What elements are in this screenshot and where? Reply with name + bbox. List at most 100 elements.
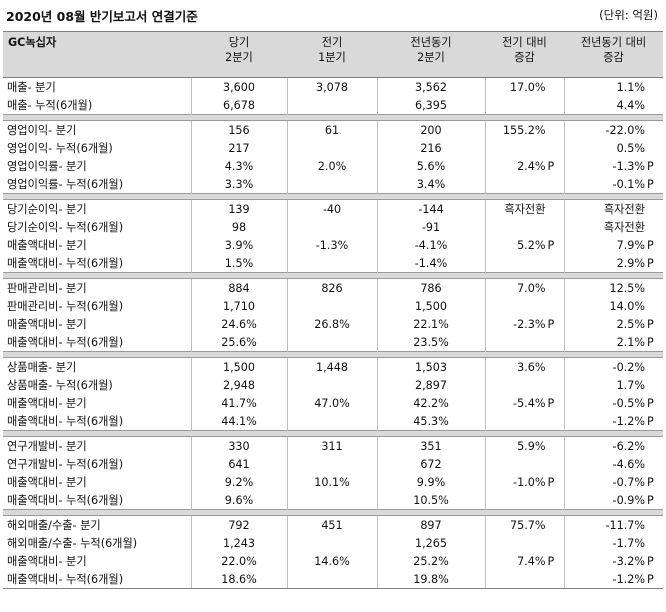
previous-quarter-cell <box>286 297 377 315</box>
row-label: 상품매출- 분기 <box>7 360 77 374</box>
table-row: 영업이익률- 분기 4.3% 2.0% 5.6% 2.4% P -1.3% P <box>3 157 663 175</box>
yoy-change-cell: 흑자전환 <box>563 218 663 236</box>
previous-quarter-cell: 826 <box>286 278 377 297</box>
row-label: 당기순이익- 누적(6개월) <box>7 220 124 234</box>
yoy-value: -1.3% <box>612 159 645 173</box>
table-row: 영업이익- 누적(6개월) 217 216 0.5% <box>3 139 663 157</box>
previous-quarter-cell <box>286 455 377 473</box>
row-label: 당기순이익- 분기 <box>7 202 87 216</box>
qoq-change-cell <box>484 139 564 157</box>
qoq-change-cell: 7.0% <box>484 278 564 297</box>
qoq-value: 2.4% <box>517 159 546 173</box>
qoq-change-cell: -2.3% P <box>484 315 564 333</box>
previous-quarter-cell: -1.3% <box>286 236 377 254</box>
yoy-value: 2.1% <box>616 335 645 349</box>
header-current-quarter: 당기 2분기 <box>191 31 287 78</box>
yoy-change-cell: -11.7% <box>563 515 663 534</box>
yoy-change-cell: 12.5% <box>563 278 663 297</box>
row-label: 매출액대비- 분기 <box>7 554 87 568</box>
last-year-quarter-cell: 25.2% <box>376 552 485 570</box>
header-line: 2분기 <box>417 51 445 64</box>
table-row: 상품매출- 누적(6개월) 2,948 2,897 1.7% <box>3 376 663 394</box>
qoq-value: -5.4% <box>513 396 546 410</box>
section-separator <box>3 509 663 516</box>
table-row: 매출액대비- 분기 9.2% 10.1% 9.9% -1.0% P -0.7% P <box>3 473 663 491</box>
header-yoy-change: 전년동기 대비 증감 <box>564 31 663 78</box>
previous-quarter-cell <box>286 333 377 352</box>
current-quarter-cell: 139 <box>190 199 287 218</box>
yoy-value: -1.2% <box>612 414 645 428</box>
yoy-point-unit: P <box>647 238 654 252</box>
current-quarter-cell: 3.3% <box>190 175 287 194</box>
yoy-value: 흑자전환 <box>603 220 645 234</box>
previous-quarter-cell <box>286 491 377 510</box>
yoy-point-unit: P <box>647 396 654 410</box>
last-year-quarter-cell: 9.9% <box>376 473 485 491</box>
yoy-value: 1.7% <box>616 378 645 392</box>
previous-quarter-cell: 451 <box>286 515 377 534</box>
company-name: GC녹십자 <box>3 31 191 78</box>
qoq-change-cell <box>484 376 564 394</box>
table-row: 매출액대비- 분기 24.6% 26.8% 22.1% -2.3% P 2.5% P <box>3 315 663 333</box>
qoq-change-cell: 75.7% <box>484 515 564 534</box>
yoy-value: -0.2% <box>612 360 645 374</box>
current-quarter-cell: 156 <box>190 120 287 139</box>
qoq-change-cell: 5.9% <box>484 436 564 455</box>
table-row: 영업이익률- 누적(6개월) 3.3% 3.4% -0.1% P <box>3 175 663 194</box>
qoq-value: 7.0% <box>517 281 546 295</box>
table-row: 해외매출/수출- 분기 792 451 897 75.7% -11.7% <box>3 515 663 534</box>
yoy-change-cell: 1.1% <box>563 77 663 96</box>
current-quarter-cell: 9.2% <box>190 473 287 491</box>
yoy-change-cell: -1.2% P <box>563 412 663 431</box>
separator-cell <box>3 114 663 121</box>
current-quarter-cell: 1,243 <box>190 534 287 552</box>
current-quarter-cell: 2,948 <box>190 376 287 394</box>
qoq-value: 7.4% <box>517 554 546 568</box>
yoy-change-cell: -1.7% <box>563 534 663 552</box>
qoq-change-cell <box>484 96 564 115</box>
row-label: 매출액대비- 누적(6개월) <box>7 493 124 507</box>
yoy-point-unit: P <box>647 159 654 173</box>
qoq-change-cell: 흑자전환 <box>484 199 564 218</box>
header-line: 전년동기 <box>410 36 452 49</box>
table-row: 해외매출/수출- 누적(6개월) 1,243 1,265 -1.7% <box>3 534 663 552</box>
row-label: 매출액대비- 분기 <box>7 475 87 489</box>
qoq-change-cell <box>484 570 564 589</box>
qoq-change-cell <box>484 254 564 273</box>
yoy-value: 4.4% <box>616 98 645 112</box>
table-row: 매출액대비- 누적(6개월) 9.6% 10.5% -0.9% P <box>3 491 663 510</box>
last-year-quarter-cell: -4.1% <box>376 236 485 254</box>
row-label: 매출액대비- 누적(6개월) <box>7 335 124 349</box>
separator-cell <box>3 351 663 358</box>
last-year-quarter-cell: 897 <box>376 515 485 534</box>
last-year-quarter-cell: 5.6% <box>376 157 485 175</box>
table-row: 판매관리비- 누적(6개월) 1,710 1,500 14.0% <box>3 297 663 315</box>
table-row: 연구개발비- 누적(6개월) 641 672 -4.6% <box>3 455 663 473</box>
yoy-value: -3.2% <box>612 554 645 568</box>
table-row: 매출액대비- 누적(6개월) 44.1% 45.3% -1.2% P <box>3 412 663 431</box>
yoy-change-cell: -4.6% <box>563 455 663 473</box>
current-quarter-cell: 6,678 <box>190 96 287 115</box>
header-line: 2분기 <box>225 51 253 64</box>
row-label: 매출액대비- 누적(6개월) <box>3 570 191 589</box>
qoq-change-cell <box>484 218 564 236</box>
current-quarter-cell: 3,600 <box>190 77 287 96</box>
table-body: 매출- 분기 3,600 3,078 3,562 17.0% 1.1% 매출- 누적(6개월… <box>3 77 663 589</box>
previous-quarter-cell <box>286 139 377 157</box>
section-separator <box>3 193 663 200</box>
yoy-point-unit: P <box>647 335 654 349</box>
last-year-quarter-cell: 10.5% <box>376 491 485 510</box>
header-line: 증감 <box>514 51 535 64</box>
qoq-value: 17.0% <box>509 80 546 94</box>
yoy-value: -0.1% <box>612 177 645 191</box>
qoq-point-unit: P <box>547 317 555 331</box>
yoy-value: 2.9% <box>616 256 645 270</box>
row-label: 영업이익률- 분기 <box>7 159 87 173</box>
row-label: 매출- 분기 <box>7 80 56 94</box>
yoy-change-cell: -0.5% P <box>563 394 663 412</box>
table-row: 연구개발비- 분기 330 311 351 5.9% -6.2% <box>3 436 663 455</box>
yoy-value: -1.2% <box>612 572 645 586</box>
last-year-quarter-cell: 672 <box>376 455 485 473</box>
last-year-quarter-cell: -1.4% <box>376 254 485 273</box>
qoq-change-cell <box>484 534 564 552</box>
